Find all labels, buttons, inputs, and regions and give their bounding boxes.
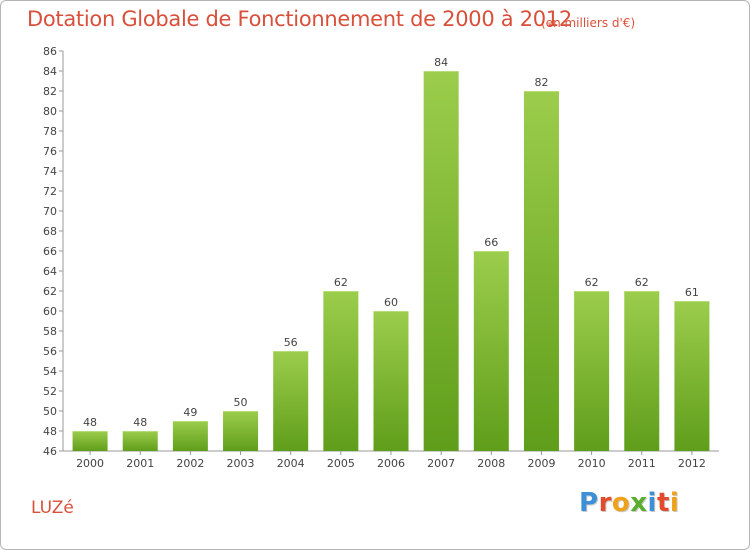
value-label-2002: 49	[183, 406, 197, 419]
value-label-2004: 56	[284, 336, 298, 349]
bar-2012	[674, 301, 710, 451]
bar-2000	[72, 431, 108, 451]
chart-title: Dotation Globale de Fonctionnement de 20…	[27, 7, 572, 31]
y-tick-label: 72	[43, 185, 57, 198]
x-tick-label-2012: 2012	[678, 457, 706, 470]
value-label-2007: 84	[434, 56, 448, 69]
bar-2006	[373, 311, 409, 451]
y-tick-label: 66	[43, 245, 57, 258]
y-tick-label: 76	[43, 145, 57, 158]
value-label-2010: 62	[585, 276, 599, 289]
y-axis: 46 48 50 52 54 56 58 60 62 64 66 68 70 72 74 76 78 80 82 84…	[43, 45, 64, 458]
value-label-2005: 62	[334, 276, 348, 289]
bar-2005	[323, 291, 359, 451]
y-tick-label: 52	[43, 385, 57, 398]
y-tick-label: 68	[43, 225, 57, 238]
y-tick-label: 46	[43, 445, 57, 458]
y-tick-label: 70	[43, 205, 57, 218]
x-tick-label-2001: 2001	[126, 457, 154, 470]
chart-subtitle: (en milliers d'€)	[541, 16, 636, 30]
bar-2004	[273, 351, 309, 451]
value-label-2012: 61	[685, 286, 699, 299]
bar-2011	[624, 291, 660, 451]
value-label-2001: 48	[133, 416, 147, 429]
logo-letter: i	[647, 488, 657, 518]
logo-letter: r	[598, 488, 612, 518]
y-tick-label: 86	[43, 45, 57, 58]
commune-name: LUZé	[31, 498, 74, 518]
bar-2009	[523, 91, 559, 451]
x-tick-label-2002: 2002	[176, 457, 204, 470]
y-tick-label: 84	[43, 65, 57, 78]
x-tick-label-2003: 2003	[227, 457, 255, 470]
value-label-2008: 66	[484, 236, 498, 249]
y-tick-label: 64	[43, 265, 57, 278]
bar-2001	[122, 431, 158, 451]
x-tick-label-2010: 2010	[578, 457, 606, 470]
y-tick-label: 58	[43, 325, 57, 338]
logo-letter: t	[656, 488, 670, 518]
x-tick-label-2008: 2008	[477, 457, 505, 470]
logo-letter: o	[611, 488, 631, 518]
logo-letter: P	[579, 488, 599, 518]
bar-2008	[473, 251, 509, 451]
y-tick-label: 48	[43, 425, 57, 438]
y-tick-label: 78	[43, 125, 57, 138]
x-tick-label-2000: 2000	[76, 457, 104, 470]
y-tick-label: 56	[43, 345, 57, 358]
bar-2002	[172, 421, 208, 451]
bars	[72, 71, 710, 451]
proxiti-logo: Proxiti	[579, 488, 679, 518]
x-tick-label-2005: 2005	[327, 457, 355, 470]
x-tick-label-2007: 2007	[427, 457, 455, 470]
logo-letter: x	[630, 488, 648, 518]
value-labels: 48 48 49 50 56 62 60 84 66 82 62 62 61	[83, 56, 699, 429]
x-axis: 2000 2001 2002 2003 2004 2005 2006 2007 2008 2009…	[63, 450, 719, 470]
value-label-2000: 48	[83, 416, 97, 429]
x-tick-label-2009: 2009	[527, 457, 555, 470]
y-tick-label: 74	[43, 165, 57, 178]
bar-2003	[223, 411, 259, 451]
logo-letter: i	[669, 488, 680, 518]
value-label-2011: 62	[635, 276, 649, 289]
x-tick-label-2011: 2011	[628, 457, 656, 470]
y-tick-label: 82	[43, 85, 57, 98]
bar-2010	[574, 291, 610, 451]
value-label-2009: 82	[534, 76, 548, 89]
x-tick-label-2004: 2004	[277, 457, 305, 470]
y-tick-label: 50	[43, 405, 57, 418]
bar-2007	[423, 71, 459, 451]
y-tick-label: 80	[43, 105, 57, 118]
y-tick-label: 60	[43, 305, 57, 318]
y-tick-label: 62	[43, 285, 57, 298]
y-tick-label: 54	[43, 365, 57, 378]
x-tick-label-2006: 2006	[377, 457, 405, 470]
value-label-2003: 50	[234, 396, 248, 409]
value-label-2006: 60	[384, 296, 398, 309]
